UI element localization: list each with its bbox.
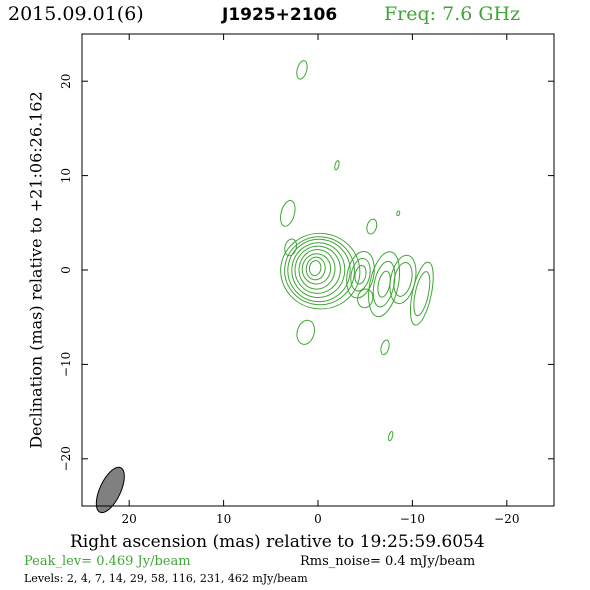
island-contour	[366, 218, 378, 235]
y-tick-label: −10	[59, 352, 73, 377]
y-tick-label: −20	[59, 446, 73, 471]
jet-contour	[389, 254, 417, 305]
island-contour	[396, 210, 401, 217]
core-contour	[280, 232, 361, 310]
core-contour	[301, 253, 332, 285]
x-tick-label: 10	[216, 512, 231, 526]
contour-levels: Levels: 2, 4, 7, 14, 29, 58, 116, 231, 4…	[24, 572, 308, 585]
peak-level: Peak_lev= 0.469 Jy/beam	[24, 554, 191, 569]
jet-contour	[413, 271, 431, 317]
y-axis-label: Declination (mas) relative to +21:06:26.…	[26, 91, 46, 449]
core-contour	[291, 242, 346, 298]
core-contour	[305, 256, 326, 281]
x-tick-label: 20	[122, 512, 137, 526]
core-contour	[298, 249, 336, 290]
island-contour	[296, 319, 316, 345]
axis-tick-labels: 20 10 0 −10 −20 20 10 0 −10 −20	[59, 74, 519, 526]
island-contour	[380, 339, 390, 356]
jet-contour	[350, 257, 371, 292]
island-contour	[296, 60, 308, 80]
core-contour	[287, 238, 351, 303]
x-axis-label: Right ascension (mas) relative to 19:25:…	[70, 532, 485, 552]
island-contour	[280, 199, 296, 227]
jet-contour	[346, 250, 375, 299]
frequency-label: Freq: 7.6 GHz	[384, 3, 521, 25]
contour-layer	[280, 60, 434, 442]
x-tick-label: 0	[314, 512, 322, 526]
x-tick-label: −20	[494, 512, 519, 526]
jet-contour	[368, 251, 401, 318]
jet-contour	[357, 288, 374, 309]
core-contour	[308, 260, 322, 277]
y-tick-label: 10	[59, 168, 73, 183]
island-contour	[334, 160, 340, 171]
jet-contour	[354, 264, 367, 285]
y-tick-label: 0	[59, 266, 73, 274]
jet-contour	[393, 262, 413, 297]
core-contour	[294, 245, 341, 294]
island-contour	[284, 238, 298, 257]
observation-date: 2015.09.01(6)	[8, 3, 144, 25]
beam-layer	[95, 466, 125, 514]
island-contour	[387, 431, 394, 442]
beam-ellipse	[95, 466, 125, 514]
axis-ticks	[82, 34, 554, 506]
y-tick-label: 20	[59, 74, 73, 89]
core-contour	[284, 236, 355, 306]
plot-frame	[81, 33, 555, 507]
x-tick-label: −10	[400, 512, 425, 526]
rms-noise: Rms_noise= 0.4 mJy/beam	[300, 554, 476, 569]
source-name: J1925+2106	[222, 5, 338, 25]
jet-contour	[409, 261, 434, 326]
